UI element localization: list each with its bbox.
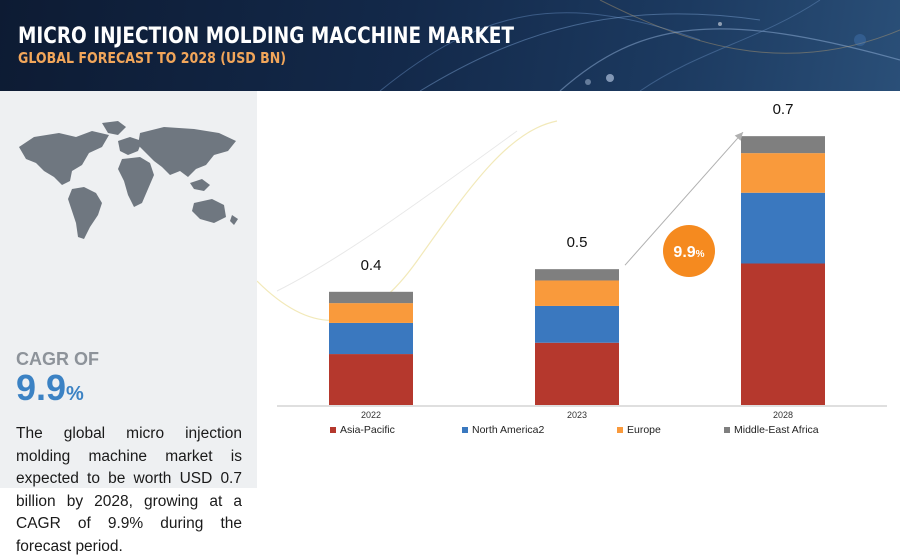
legend-item-europe: Europe (617, 423, 661, 437)
bar-segment-2023-asia-pacific (535, 342, 619, 405)
legend-label: Europe (627, 424, 661, 436)
growth-arrow (624, 131, 744, 266)
legend-item-middle-east-africa: Middle-East Africa (724, 423, 819, 437)
bar-segment-2022-north-america2 (329, 322, 413, 355)
page-title: MICRO INJECTION MOLDING MACCHINE MARKET (18, 24, 515, 49)
legend-swatch (724, 427, 730, 433)
bar-segment-2028-middle-east-africa (741, 136, 825, 154)
bar-segment-2022-middle-east-africa (329, 291, 413, 304)
stacked-bar-chart: 0.4 0.5 0.7 2022 2023 2028 9.9% (257, 101, 887, 420)
legend-swatch (330, 427, 336, 433)
summary-panel: CAGR OF 9.9% The global micro injection … (0, 91, 257, 555)
page-subtitle: GLOBAL FORECAST TO 2028 (USD BN) (18, 49, 287, 67)
total-label-2023: 0.5 (567, 234, 588, 251)
cagr-unit: % (66, 383, 84, 405)
legend-item-north-america2: North America2 (462, 423, 544, 437)
bar-segment-2023-middle-east-africa (535, 269, 619, 281)
growth-arrow-head (734, 132, 743, 141)
legend-label: North America2 (472, 424, 545, 436)
cagr-badge: 9.9% (663, 225, 715, 277)
total-label-2028: 0.7 (773, 101, 794, 118)
header-light-streaks (379, 0, 900, 91)
cagr-number: 9.9 (16, 367, 67, 408)
bar-segment-2023-north-america2 (535, 305, 619, 343)
cagr-label: CAGR OF (16, 349, 99, 369)
total-label-2022: 0.4 (361, 257, 382, 274)
header-banner: MICRO INJECTION MOLDING MACCHINE MARKET … (0, 0, 900, 91)
cagr-badge-label: 9.9% (673, 244, 704, 261)
bar-segment-2022-europe (329, 303, 413, 323)
cagr-value: 9.9% (16, 367, 84, 409)
world-map-icon (19, 121, 238, 239)
legend-item-asia-pacific: Asia-Pacific (330, 423, 395, 437)
legend-label: Asia-Pacific (340, 424, 395, 436)
bar-segment-2023-europe (535, 280, 619, 306)
legend-label: Middle-East Africa (734, 424, 819, 436)
bar-segment-2028-asia-pacific (741, 263, 825, 405)
decorative-curve-2 (276, 130, 518, 292)
market-description: The global micro injection molding machi… (16, 425, 242, 555)
x-tick-label-2023: 2023 (567, 410, 587, 420)
cagr-badge-circle (663, 225, 715, 277)
bar-segment-2028-north-america2 (741, 192, 825, 264)
bar-segment-2022-asia-pacific (329, 354, 413, 405)
x-tick-label-2028: 2028 (773, 410, 793, 420)
x-tick-label-2022: 2022 (361, 410, 381, 420)
bar-segment-2028-europe (741, 153, 825, 193)
legend-swatch (617, 427, 623, 433)
legend-swatch (462, 427, 468, 433)
decorative-curve (257, 120, 558, 321)
